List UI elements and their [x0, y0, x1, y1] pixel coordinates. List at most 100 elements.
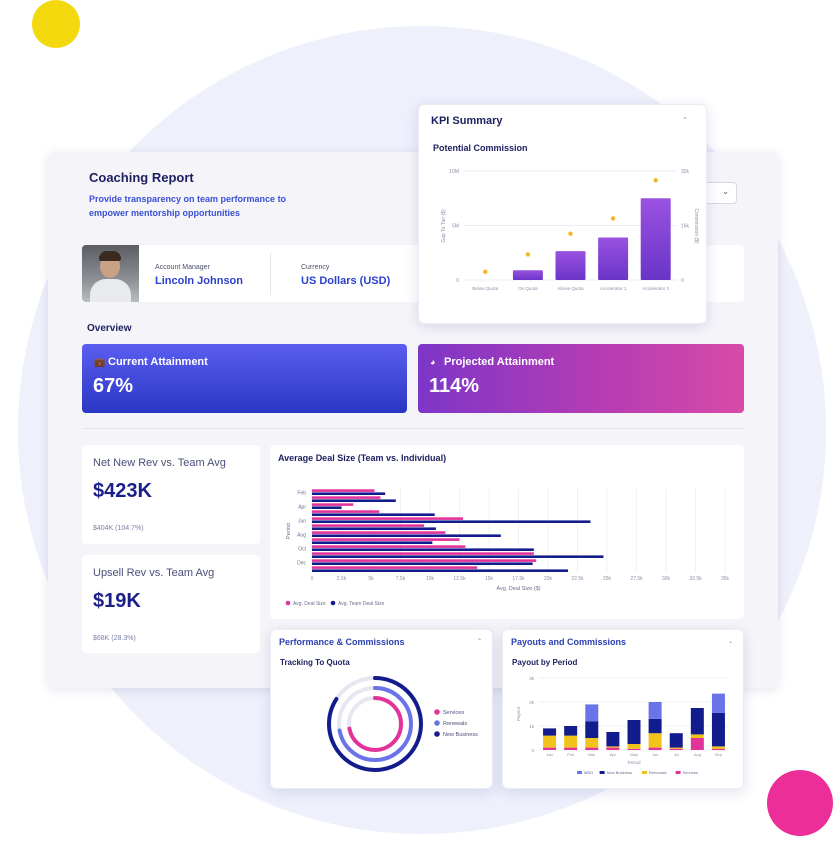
stat-title: Upsell Rev vs. Team Avg	[93, 567, 215, 579]
x-tick-label: Accelerator 1	[600, 286, 627, 291]
x-tick-label: On Quota	[518, 286, 538, 291]
currency-label: Currency	[301, 264, 330, 271]
bar-individual	[312, 496, 381, 499]
stacked-bar-segment	[606, 746, 620, 748]
legend-label: Avg. Team Deal Size	[338, 601, 384, 607]
x-tick-label: Aug	[694, 752, 701, 757]
bar-team	[312, 506, 342, 509]
scatter-point	[568, 231, 573, 236]
legend-swatch	[642, 771, 647, 774]
bar-team	[312, 562, 533, 565]
kpi-summary-card: KPI Summary ⌃ Potential Commission 0 5M 10…	[418, 104, 707, 324]
x-tick-label: Mar	[588, 752, 596, 757]
bar-team	[312, 541, 433, 544]
x-tick-label: Jul	[674, 752, 679, 757]
bar-team	[312, 548, 534, 551]
chevron-down-icon[interactable]: ⌄	[727, 639, 733, 645]
bar-team	[312, 492, 386, 495]
y-tick-label: 2k	[529, 700, 535, 705]
card-title: Payouts and Commissions	[511, 637, 627, 647]
x-tick-label: 27.5k	[630, 576, 643, 582]
bar-individual	[312, 559, 537, 562]
avg-deal-size-chart: 0 2.5k 5k 7.5k 10k 12.5k 15k 17.5k 20k 22.5k 25k 27…	[285, 489, 730, 607]
x-axis-label: Period	[627, 760, 641, 765]
y-tick-label: 0	[531, 748, 534, 753]
bar-team	[312, 513, 435, 516]
legend-swatch	[434, 720, 440, 726]
bar	[555, 251, 586, 280]
y2-tick-label: 0	[681, 278, 684, 284]
bar-individual	[312, 566, 478, 569]
profile-divider	[270, 253, 271, 295]
scatter-point	[483, 269, 488, 275]
y-tick-label: 3k	[529, 676, 535, 681]
projected-attainment-card[interactable]: ◕ Projected Attainment 114%	[418, 344, 744, 413]
legend-swatch	[599, 771, 605, 774]
section-divider	[82, 428, 744, 429]
avg-deal-size-card: Average Deal Size (Team vs. Individual) …	[270, 445, 744, 619]
current-attainment-card[interactable]: 💼 Current Attainment 67%	[82, 344, 407, 413]
stat-value: $423K	[93, 480, 152, 502]
x-tick-label: Feb	[567, 752, 575, 757]
payout-by-period-chart: 0 1k 2k 3k Payout Period Jan Feb Mar Apr May Jun Jul…	[516, 676, 729, 775]
chevron-up-icon[interactable]: ⌃	[682, 117, 688, 124]
card-title: Average Deal Size (Team vs. Individual)	[278, 453, 447, 463]
potential-commission-chart: 0 5M 10M 0 16k 32k Gap To Tier ($) Commission (…	[441, 169, 699, 291]
y-tick-label: Feb	[297, 490, 306, 496]
stacked-bar-segment	[564, 735, 578, 748]
bar-team	[312, 534, 501, 537]
pie-chart-icon: ◕	[430, 357, 436, 367]
stacked-bar-segment	[627, 748, 641, 750]
y-tick-label: 10M	[449, 169, 459, 175]
bar	[512, 270, 543, 280]
stacked-bar-segment	[564, 726, 578, 736]
y-tick-label: Dec	[297, 560, 306, 566]
current-attainment-label: Current Attainment	[108, 356, 208, 368]
bar-team	[312, 499, 396, 502]
x-tick-label: Sep	[715, 752, 723, 757]
y2-tick-label: 16k	[681, 224, 690, 230]
tracking-to-quota-chart: Services Renewals New Business	[327, 676, 478, 772]
bar-individual	[312, 538, 460, 541]
bar-individual	[312, 545, 466, 548]
ring-arc	[327, 676, 423, 772]
x-tick-label: 35k	[721, 576, 730, 582]
stacked-bar-segment	[669, 748, 683, 750]
legend-swatch	[675, 771, 681, 774]
ring-arc	[337, 686, 413, 762]
stacked-bar-segment	[711, 712, 725, 747]
stacked-bar-segment	[690, 738, 704, 750]
projected-attainment-label: Projected Attainment	[444, 356, 555, 368]
stacked-bar-segment	[648, 702, 662, 719]
stacked-bar-segment	[606, 732, 620, 747]
bar-individual	[312, 517, 464, 520]
upsell-rev-card: Upsell Rev vs. Team Avg $19K $68K (28.3%…	[82, 555, 260, 653]
x-tick-label: 32.5k	[689, 576, 702, 582]
chevron-up-icon[interactable]: ⌃	[476, 639, 482, 645]
card-subtitle: Tracking To Quota	[280, 658, 350, 667]
x-tick-label: Below Quota	[472, 286, 498, 291]
bar-individual	[312, 524, 425, 527]
stat-value: $19K	[93, 590, 141, 612]
stacked-bar-segment	[606, 747, 620, 750]
stacked-bar-segment	[648, 747, 662, 750]
bar	[640, 198, 671, 280]
chevron-down-icon: ⌄	[722, 187, 729, 196]
legend-label: Services	[443, 710, 464, 716]
stacked-bar-segment	[711, 693, 725, 713]
bar-individual	[312, 489, 375, 492]
stacked-bar-segment	[585, 747, 599, 750]
legend-label: MBO	[584, 770, 593, 775]
currency-value: US Dollars (USD)	[301, 275, 391, 287]
scatter-point	[525, 252, 531, 257]
manager-label: Account Manager	[155, 264, 210, 271]
x-tick-label: Apr	[610, 752, 617, 757]
x-tick-label: 7.5k	[396, 576, 406, 582]
stacked-bar-segment	[585, 721, 599, 738]
stacked-bar-segment	[543, 747, 557, 750]
x-tick-label: 15k	[485, 576, 494, 582]
bar	[598, 237, 629, 280]
card-title: Performance & Commissions	[279, 637, 405, 647]
bar-individual	[312, 510, 380, 513]
x-tick-label: 0	[311, 576, 314, 582]
